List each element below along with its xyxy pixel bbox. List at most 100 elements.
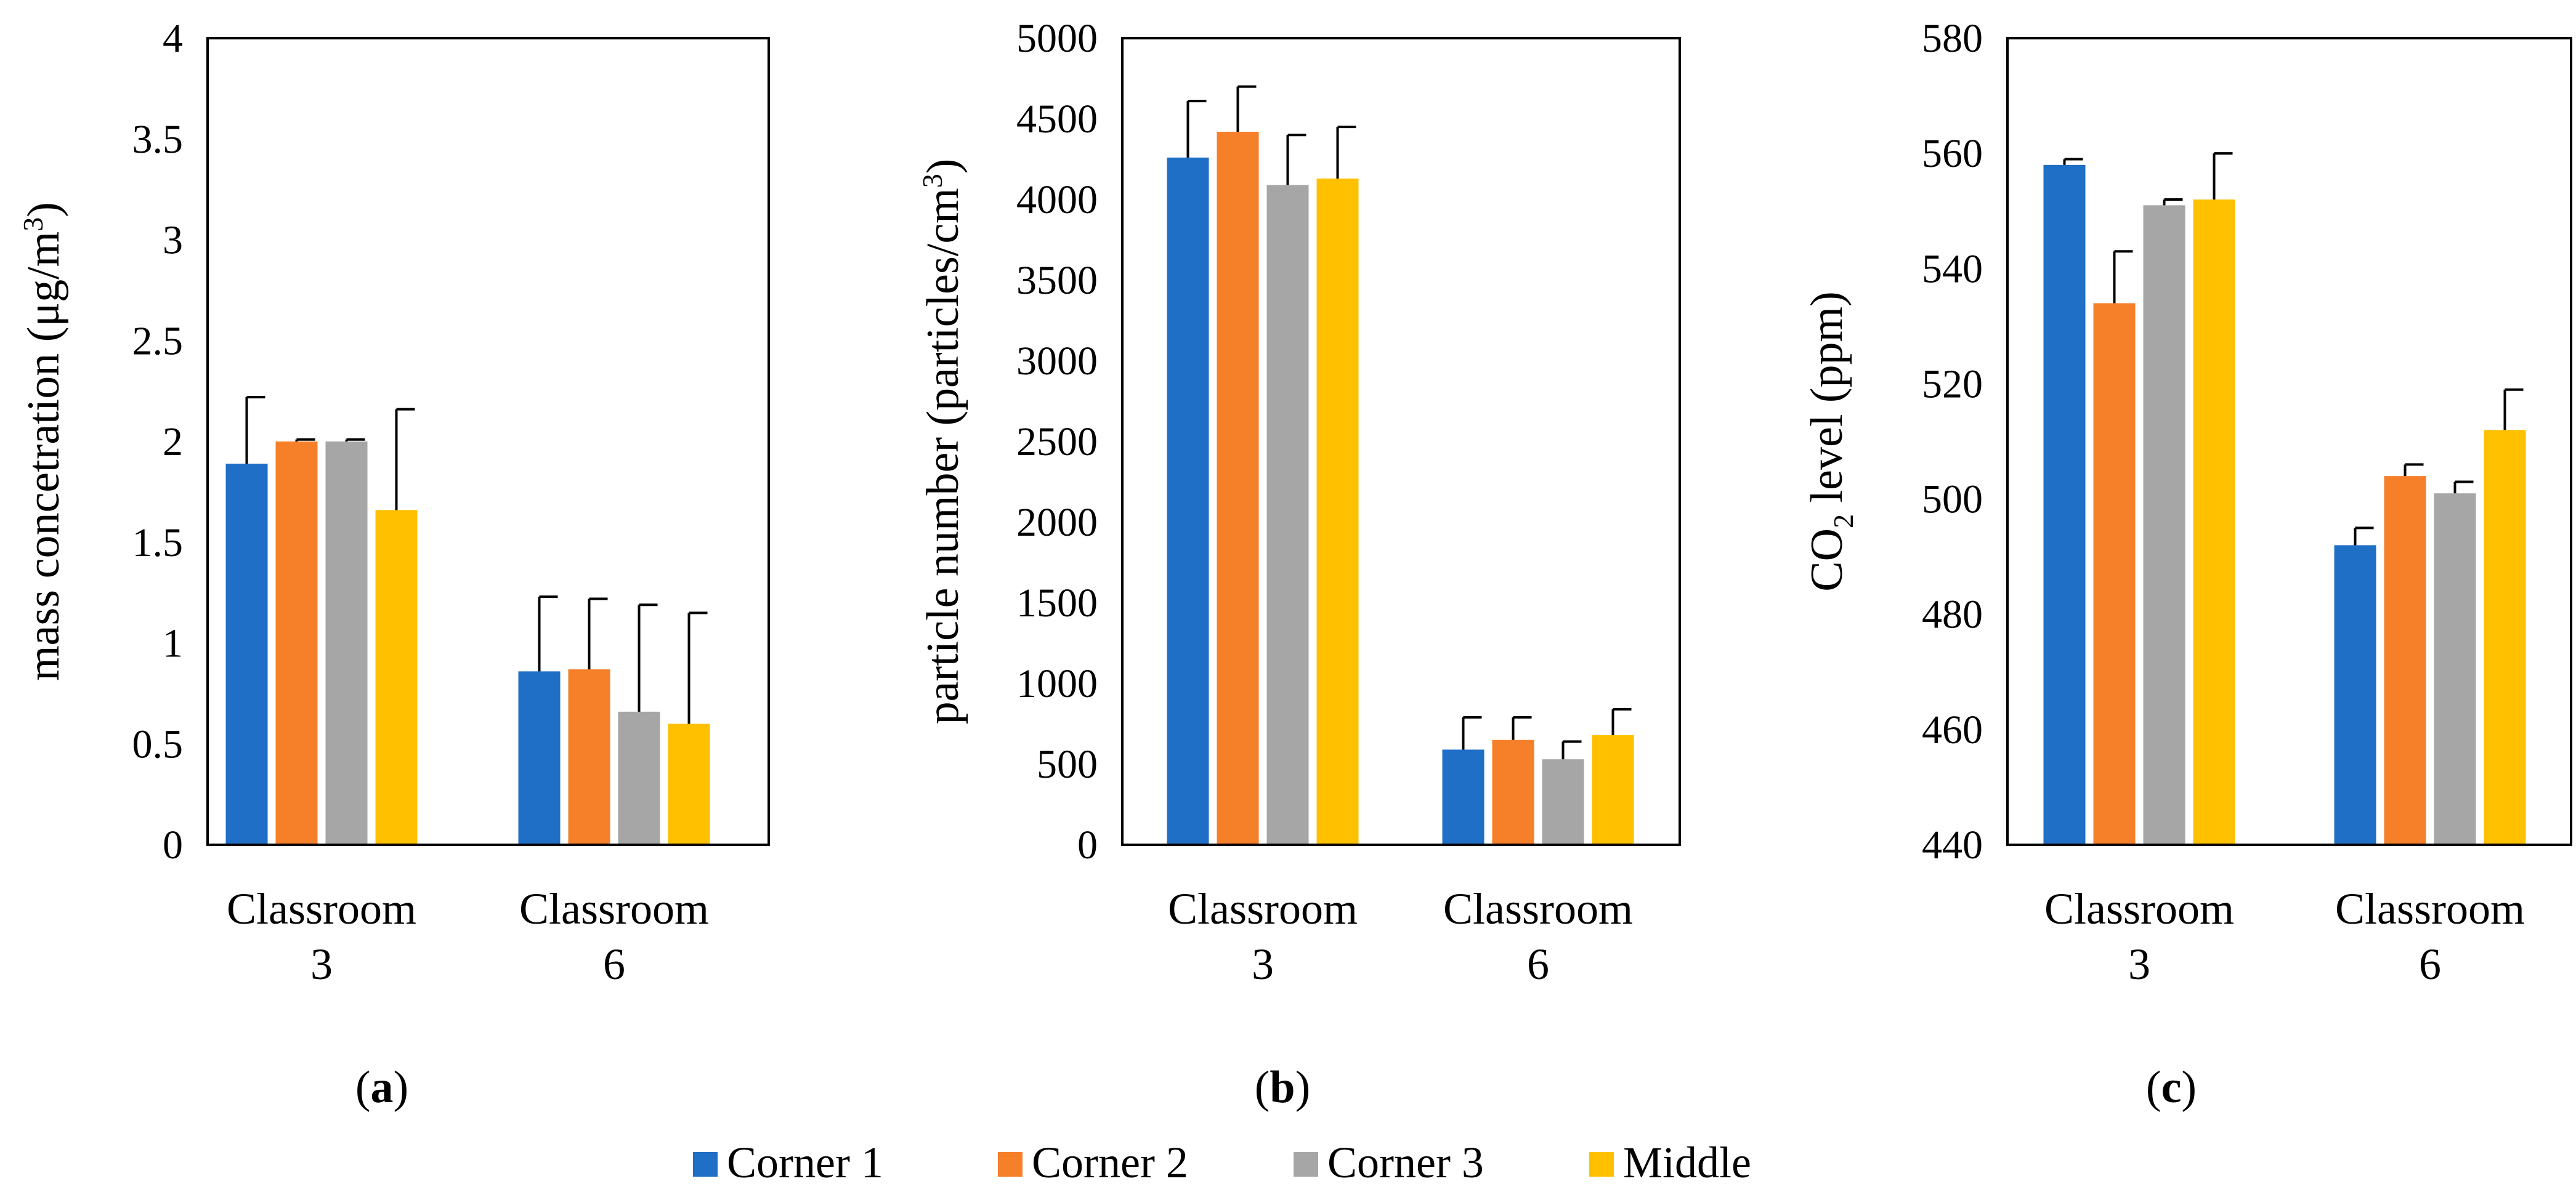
y-axis-label-subscript: 2 <box>1828 514 1859 528</box>
y-tick-label: 460 <box>1922 707 1983 752</box>
legend-label-corner2: Corner 2 <box>1032 1138 1188 1187</box>
y-tick-label: 2 <box>163 419 183 464</box>
y-tick-label: 560 <box>1922 131 1983 176</box>
bar-corner3-2 <box>2434 493 2476 845</box>
y-tick-label: 0 <box>163 823 183 868</box>
x-category-label: 3 <box>310 940 333 989</box>
bar-middle-1 <box>375 510 418 845</box>
chart-panel-a: 0 0.5 1 1.5 2 2.5 3 3.5 4 Classroom 3 Classroom 6 mas… <box>17 16 770 1113</box>
x-category-label: Classroom <box>1168 884 1358 933</box>
y-tick-label: 0 <box>1077 823 1098 868</box>
y-tick-label: 4000 <box>1016 177 1098 222</box>
bar-middle-2 <box>2484 430 2526 845</box>
bar-corner2-2 <box>1492 740 1534 845</box>
legend-swatch-corner3 <box>1294 1152 1318 1177</box>
bar-middle-2 <box>668 723 710 845</box>
bar-corner2-2 <box>2384 476 2426 845</box>
bar-middle-1 <box>1316 178 1359 845</box>
bar-corner3-1 <box>325 441 368 845</box>
panel-label: (b) <box>1255 1062 1310 1113</box>
x-category-label: 3 <box>1252 940 1274 989</box>
x-category-label: 3 <box>2128 940 2150 989</box>
x-category-label: Classroom <box>1443 884 1633 933</box>
y-axis-label: mass concetration (μg/m3) <box>17 202 69 681</box>
y-axis-label-superscript: 3 <box>917 174 948 188</box>
y-axis-label-text: mass concetration (μg/m <box>18 232 69 681</box>
chart-panel-b: 0 500 1000 1500 2000 2500 3000 3500 4000 4500 5000… <box>917 16 1681 1113</box>
y-axis-label-text: CO <box>1802 528 1852 592</box>
panel-label-open-paren: ( <box>355 1062 371 1113</box>
y-axis-label: particle number (particles/cm3) <box>917 159 968 725</box>
y-axis-label: CO2 level (ppm) <box>1802 291 1859 591</box>
plot-frame <box>1121 37 1681 846</box>
legend-swatch-middle <box>1589 1152 1614 1177</box>
x-category-label: Classroom <box>227 884 416 933</box>
x-category-label: Classroom <box>519 884 709 933</box>
y-tick-label: 3000 <box>1016 339 1098 384</box>
panel-label-close-paren: ) <box>2181 1062 2197 1113</box>
y-tick-label: 1 <box>163 621 183 666</box>
y-tick-label: 540 <box>1922 246 1983 291</box>
y-tick-label: 4500 <box>1016 97 1098 142</box>
x-category-label: Classroom <box>2335 884 2525 933</box>
y-tick-label: 3.5 <box>132 117 184 162</box>
panel-label: (c) <box>2146 1062 2197 1113</box>
bar-corner2-1 <box>1217 131 1259 845</box>
bar-corner1-1 <box>1167 157 1209 845</box>
panel-label-letter: b <box>1270 1062 1295 1113</box>
bar-corner3-1 <box>1266 185 1309 845</box>
chart-panel-c: 440 460 480 500 520 540 560 580 Classroom 3 Classr… <box>1802 16 2572 1113</box>
bar-corner1-1 <box>225 464 268 845</box>
y-axis-label-suffix: ) <box>18 202 69 217</box>
legend-swatch-corner2 <box>998 1152 1023 1177</box>
x-category-label: 6 <box>2419 940 2441 989</box>
y-tick-label: 5000 <box>1016 16 1098 61</box>
y-tick-label: 500 <box>1922 477 1983 522</box>
bar-corner2-1 <box>2093 303 2136 845</box>
bar-corner1-2 <box>518 671 561 845</box>
legend-swatch-corner1 <box>693 1152 718 1177</box>
bar-middle-2 <box>1592 735 1634 845</box>
panel-label-open-paren: ( <box>1255 1062 1270 1113</box>
y-axis-label-suffix: level (ppm) <box>1802 291 1852 514</box>
panel-label-close-paren: ) <box>1295 1062 1311 1113</box>
bar-corner2-1 <box>275 441 318 845</box>
y-tick-label: 1500 <box>1016 581 1098 626</box>
bar-corner1-1 <box>2043 164 2086 845</box>
legend-label-corner1: Corner 1 <box>727 1138 883 1187</box>
y-tick-label: 520 <box>1922 361 1983 406</box>
legend: Corner 1 Corner 2 Corner 3 Middle <box>693 1138 1751 1187</box>
y-axis-label-suffix: ) <box>918 159 968 174</box>
legend-label-middle: Middle <box>1623 1138 1751 1187</box>
panel-label-open-paren: ( <box>2146 1062 2161 1113</box>
bar-corner3-1 <box>2143 205 2185 845</box>
bar-corner1-2 <box>1442 749 1484 845</box>
y-tick-label: 2.5 <box>132 318 184 363</box>
y-tick-label: 0.5 <box>132 722 184 767</box>
y-tick-label: 2000 <box>1016 500 1098 545</box>
bar-corner3-2 <box>1542 759 1584 845</box>
bar-corner2-2 <box>568 669 610 845</box>
x-category-label: Classroom <box>2044 884 2234 933</box>
plot-frame <box>2006 37 2572 846</box>
y-tick-label: 2500 <box>1016 419 1098 464</box>
bar-corner3-2 <box>618 711 660 845</box>
y-tick-label: 440 <box>1922 823 1983 868</box>
y-tick-label: 1.5 <box>132 520 184 565</box>
x-category-label: 6 <box>603 940 625 989</box>
y-tick-label: 500 <box>1037 742 1098 787</box>
y-tick-label: 580 <box>1922 16 1983 61</box>
y-tick-label: 3500 <box>1016 258 1098 303</box>
y-tick-label: 1000 <box>1016 661 1098 706</box>
legend-label-corner3: Corner 3 <box>1327 1138 1484 1187</box>
bar-corner1-2 <box>2334 545 2376 845</box>
y-axis-label-superscript: 3 <box>17 217 49 232</box>
panel-label-letter: c <box>2161 1062 2182 1113</box>
x-category-label: 6 <box>1527 940 1549 989</box>
panel-label: (a) <box>355 1062 408 1113</box>
y-tick-label: 480 <box>1922 592 1983 637</box>
panel-label-letter: a <box>371 1062 394 1113</box>
y-tick-label: 4 <box>163 16 183 61</box>
panel-label-close-paren: ) <box>394 1062 409 1113</box>
